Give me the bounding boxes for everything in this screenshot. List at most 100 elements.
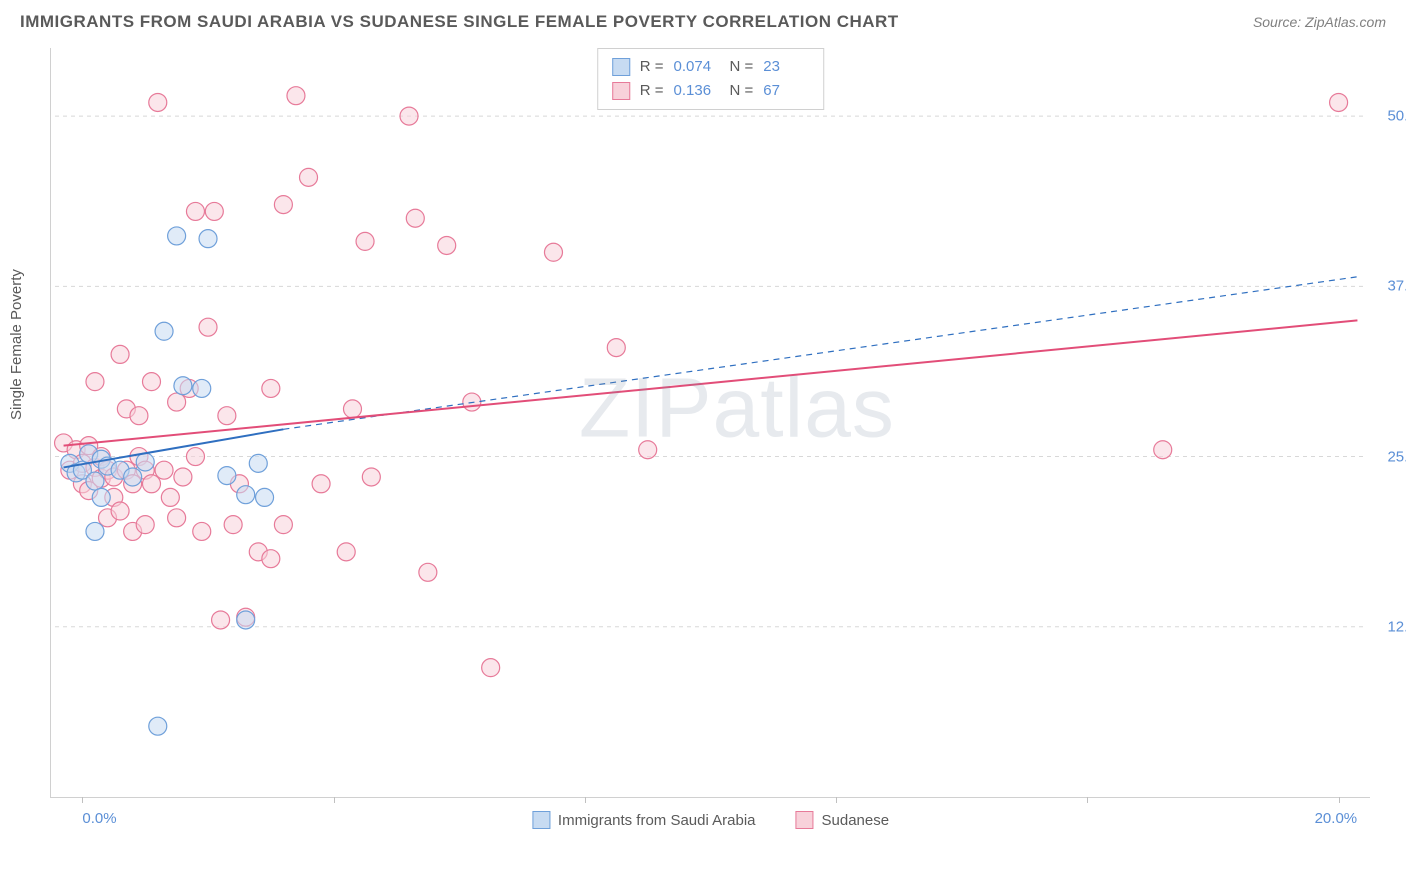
data-point	[149, 93, 167, 111]
data-point	[205, 202, 223, 220]
y-tick-label: 50.0%	[1387, 108, 1406, 125]
data-point	[136, 453, 154, 471]
data-point	[237, 486, 255, 504]
source-name: ZipAtlas.com	[1305, 14, 1386, 30]
r-value-1: 0.074	[674, 55, 720, 79]
data-point	[544, 243, 562, 261]
data-point	[256, 488, 274, 506]
y-axis-label: Single Female Poverty	[8, 269, 25, 420]
data-point	[111, 345, 129, 363]
data-point	[193, 379, 211, 397]
data-point	[287, 87, 305, 105]
swatch-series-2-icon	[796, 811, 814, 829]
r-label: R =	[640, 55, 664, 79]
data-point	[343, 400, 361, 418]
x-tick	[836, 797, 837, 803]
r-label: R =	[640, 79, 664, 103]
data-point	[186, 448, 204, 466]
x-tick	[334, 797, 335, 803]
legend-item-2: Sudanese	[796, 811, 890, 829]
header: IMMIGRANTS FROM SAUDI ARABIA VS SUDANESE…	[0, 0, 1406, 40]
data-point	[237, 611, 255, 629]
n-label: N =	[730, 55, 754, 79]
data-point	[312, 475, 330, 493]
y-tick-label: 37.5%	[1387, 278, 1406, 295]
data-point	[300, 168, 318, 186]
data-point	[199, 318, 217, 336]
legend-stats-row-1: R = 0.074 N = 23	[612, 55, 810, 79]
swatch-series-1-icon	[532, 811, 550, 829]
legend-label-1: Immigrants from Saudi Arabia	[558, 812, 756, 829]
data-point	[337, 543, 355, 561]
x-tick	[585, 797, 586, 803]
r-value-2: 0.136	[674, 79, 720, 103]
n-value-2: 67	[763, 79, 809, 103]
legend-label-2: Sudanese	[822, 812, 890, 829]
data-point	[419, 563, 437, 581]
data-point	[249, 454, 267, 472]
x-tick	[82, 797, 83, 803]
data-point	[124, 468, 142, 486]
data-point	[168, 393, 186, 411]
data-point	[130, 407, 148, 425]
data-point	[274, 196, 292, 214]
n-label: N =	[730, 79, 754, 103]
data-point	[639, 441, 657, 459]
data-point	[111, 502, 129, 520]
data-point	[155, 322, 173, 340]
data-point	[218, 467, 236, 485]
data-point	[174, 468, 192, 486]
chart-plot-area: ZIPatlas R = 0.074 N = 23 R = 0.136 N = …	[50, 48, 1370, 798]
scatter-svg	[51, 48, 1370, 797]
source-prefix: Source:	[1253, 14, 1305, 30]
data-point	[212, 611, 230, 629]
data-point	[262, 550, 280, 568]
data-point	[356, 232, 374, 250]
data-point	[168, 509, 186, 527]
legend-stats-row-2: R = 0.136 N = 67	[612, 79, 810, 103]
data-point	[1330, 93, 1348, 111]
data-point	[142, 373, 160, 391]
data-point	[199, 230, 217, 248]
data-point	[186, 202, 204, 220]
data-point	[482, 659, 500, 677]
n-value-1: 23	[763, 55, 809, 79]
trend-line-extrapolated	[283, 277, 1357, 430]
data-point	[262, 379, 280, 397]
data-point	[161, 488, 179, 506]
x-tick-label: 20.0%	[1315, 810, 1358, 827]
data-point	[92, 488, 110, 506]
x-tick	[1339, 797, 1340, 803]
data-point	[86, 373, 104, 391]
data-point	[174, 377, 192, 395]
data-point	[168, 227, 186, 245]
data-point	[155, 461, 173, 479]
legend-item-1: Immigrants from Saudi Arabia	[532, 811, 756, 829]
data-point	[607, 339, 625, 357]
data-point	[86, 472, 104, 490]
data-point	[86, 522, 104, 540]
data-point	[406, 209, 424, 227]
data-point	[400, 107, 418, 125]
swatch-series-1	[612, 58, 630, 76]
data-point	[136, 516, 154, 534]
legend-stats-box: R = 0.074 N = 23 R = 0.136 N = 67	[597, 48, 825, 110]
swatch-series-2	[612, 82, 630, 100]
x-tick-label: 0.0%	[82, 810, 116, 827]
data-point	[218, 407, 236, 425]
x-tick	[1087, 797, 1088, 803]
data-point	[274, 516, 292, 534]
data-point	[224, 516, 242, 534]
data-point	[362, 468, 380, 486]
data-point	[1154, 441, 1172, 459]
y-tick-label: 25.0%	[1387, 448, 1406, 465]
source-attribution: Source: ZipAtlas.com	[1253, 14, 1386, 30]
data-point	[149, 717, 167, 735]
data-point	[438, 236, 456, 254]
data-point	[193, 522, 211, 540]
y-tick-label: 12.5%	[1387, 618, 1406, 635]
data-point	[142, 475, 160, 493]
chart-title: IMMIGRANTS FROM SAUDI ARABIA VS SUDANESE…	[20, 12, 899, 32]
trend-line	[64, 320, 1358, 445]
legend-bottom: Immigrants from Saudi Arabia Sudanese	[532, 811, 889, 829]
